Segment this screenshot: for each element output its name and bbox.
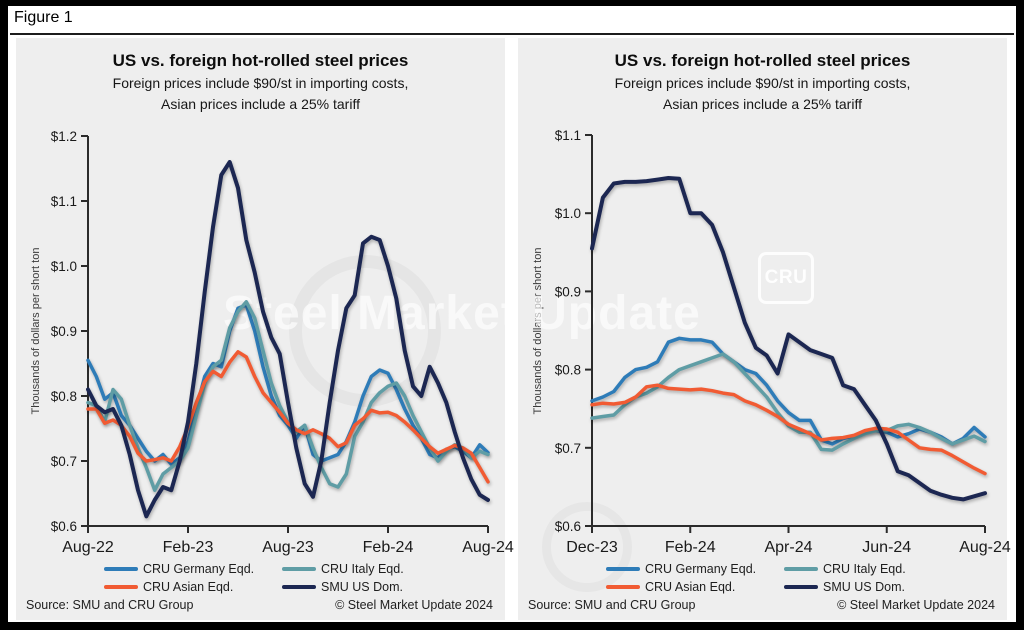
- y-tick-label: $0.8: [51, 389, 77, 404]
- legend-item: CRU Asian Eqd.: [606, 580, 784, 594]
- legend-swatch: [104, 584, 138, 590]
- legend-swatch: [282, 566, 316, 572]
- source-text: Source: SMU and CRU Group: [26, 598, 194, 612]
- chart-subtitle-line2: Asian prices include a 25% tariff: [161, 96, 360, 113]
- legend-swatch: [104, 566, 138, 572]
- chart-subtitle-line1: Foreign prices include $90/st in importi…: [112, 75, 409, 91]
- y-tick-label: $0.7: [51, 454, 77, 469]
- series-line-italy: [590, 352, 987, 452]
- x-tick-label: Aug-24: [959, 539, 1011, 556]
- legend-swatch: [606, 566, 640, 572]
- x-tick-label: Aug-22: [62, 539, 114, 556]
- chart-panel-right: US vs. foreign hot-rolled steel prices F…: [518, 38, 1011, 620]
- figure-page: Figure 1 US vs. foreign hot-rolled steel…: [8, 6, 1016, 622]
- legend-item: SMU US Dom.: [282, 580, 404, 594]
- x-tick-label: Dec-23: [566, 539, 618, 556]
- figure-label: Figure 1: [14, 9, 73, 26]
- source-text: Source: SMU and CRU Group: [528, 598, 696, 612]
- legend-label: SMU US Dom.: [321, 580, 403, 594]
- x-tick-label: Feb-24: [665, 539, 716, 556]
- copyright-text: © Steel Market Update 2024: [335, 598, 493, 612]
- legend-label: CRU Asian Eqd.: [645, 580, 736, 594]
- legend-item: SMU US Dom.: [784, 580, 906, 594]
- y-tick-label: $1.1: [51, 194, 77, 209]
- legend-swatch: [282, 584, 316, 590]
- x-tick-label: Feb-24: [363, 539, 414, 556]
- y-tick-label: $0.9: [51, 324, 77, 339]
- series-line-asian: [590, 383, 987, 476]
- x-tick-label: Jun-24: [862, 539, 911, 556]
- copyright-text: © Steel Market Update 2024: [837, 598, 995, 612]
- legend-label: CRU Asian Eqd.: [143, 580, 234, 594]
- legend-swatch: [784, 566, 818, 572]
- chart-title: US vs. foreign hot-rolled steel prices: [614, 51, 911, 70]
- legend-item: CRU Germany Eqd.: [606, 562, 784, 576]
- chart-subtitle-line2: Asian prices include a 25% tariff: [663, 96, 862, 113]
- legend-label: SMU US Dom.: [823, 580, 905, 594]
- series-line-us_dom: [590, 176, 987, 502]
- chart-plot-area: $1.1 $1.0 $0.9 $0.8 $0.7 $0.6 Dec-23 Feb-24 Apr-…: [555, 128, 1011, 556]
- source-row: Source: SMU and CRU Group © Steel Market…: [26, 598, 493, 612]
- y-tick-label: $1.1: [555, 128, 581, 143]
- x-tick-label: Feb-23: [163, 539, 214, 556]
- source-row: Source: SMU and CRU Group © Steel Market…: [528, 598, 995, 612]
- legend-swatch: [784, 584, 818, 590]
- y-tick-label: $0.8: [555, 363, 581, 378]
- legend-item: CRU Italy Eqd.: [784, 562, 906, 576]
- legend-label: CRU Germany Eqd.: [143, 562, 255, 576]
- legend-swatch: [606, 584, 640, 590]
- chart-legend: CRU Germany Eqd. CRU Italy Eqd. CRU Asian …: [104, 562, 404, 594]
- y-tick-label: $1.0: [51, 259, 77, 274]
- chart-title: US vs. foreign hot-rolled steel prices: [112, 51, 409, 70]
- figure-title-divider: [10, 33, 1014, 35]
- legend-item: CRU Asian Eqd.: [104, 580, 282, 594]
- steel-market-update-watermark: Steel Market Update: [223, 287, 701, 340]
- chart-subtitle-line1: Foreign prices include $90/st in importi…: [614, 75, 911, 91]
- y-tick-label: $0.6: [555, 519, 581, 534]
- chart-legend: CRU Germany Eqd. CRU Italy Eqd. CRU Asian …: [606, 562, 906, 594]
- x-tick-label: Aug-23: [262, 539, 314, 556]
- series-line-us_dom: [86, 160, 490, 519]
- y-tick-label: $0.6: [51, 519, 77, 534]
- y-tick-label: $1.2: [51, 129, 77, 144]
- legend-item: CRU Germany Eqd.: [104, 562, 282, 576]
- y-tick-label: $0.7: [555, 441, 581, 456]
- legend-item: CRU Italy Eqd.: [282, 562, 404, 576]
- legend-label: CRU Italy Eqd.: [321, 562, 404, 576]
- legend-label: CRU Italy Eqd.: [823, 562, 906, 576]
- cru-logo-watermark: CRU: [758, 252, 814, 304]
- series-line-germany: [86, 303, 490, 467]
- chart-panel-left: US vs. foreign hot-rolled steel prices F…: [16, 38, 514, 620]
- y-tick-label: $1.0: [555, 206, 581, 221]
- x-tick-label: Apr-24: [764, 539, 812, 556]
- y-tick-label: $0.9: [555, 284, 581, 299]
- x-tick-label: Aug-24: [462, 539, 514, 556]
- chart-plot-area: $1.2 $1.1 $1.0 $0.9 $0.8 $0.7 $0.6 Aug-22 Feb-23…: [51, 129, 514, 556]
- series-line-asian: [86, 350, 490, 484]
- legend-label: CRU Germany Eqd.: [645, 562, 757, 576]
